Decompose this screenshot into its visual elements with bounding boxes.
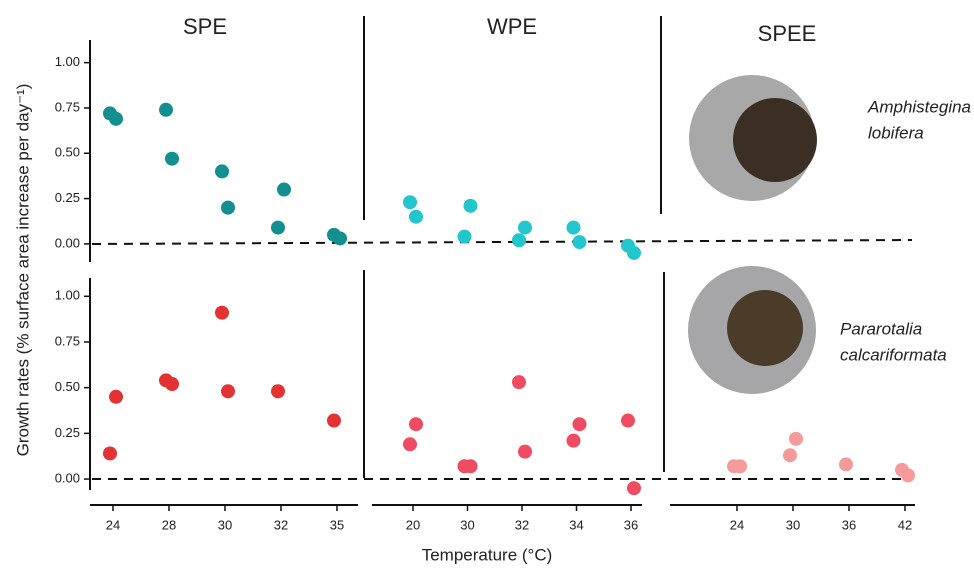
point: [627, 481, 641, 496]
y-tick-label: 0.50: [55, 145, 80, 160]
x-tick-label: 24: [106, 517, 120, 532]
point: [403, 437, 417, 452]
y-tick-label: 0.50: [55, 379, 80, 394]
point: [518, 444, 532, 459]
point: [165, 151, 179, 166]
point: [457, 229, 472, 244]
dividers: [363, 16, 665, 478]
point: [103, 446, 117, 461]
point: [621, 413, 635, 428]
photo: [688, 75, 817, 394]
x-tick-label: 36: [624, 517, 638, 532]
species: Amphistegina: [867, 97, 971, 116]
x-tick-label: 28: [162, 517, 176, 532]
point: [277, 182, 291, 197]
y-tick-label: 0.25: [55, 425, 80, 440]
point: [512, 375, 526, 390]
x-tick-label: 42: [898, 517, 912, 532]
x-tick-label: 32: [274, 517, 288, 532]
y-tick-label: 0.00: [55, 235, 80, 250]
point: [165, 377, 179, 391]
point: [733, 459, 747, 474]
y-tick-label: 0.25: [55, 190, 80, 205]
x-tick-label: 36: [842, 517, 856, 532]
species: calcariformata: [840, 345, 947, 364]
x-tick-label: 32: [515, 517, 529, 532]
species: lobifera: [868, 123, 924, 142]
x-tick-label: 30: [786, 517, 800, 532]
point: [409, 209, 423, 224]
point: [572, 417, 587, 432]
point: [215, 164, 229, 179]
zero-line: [91, 239, 913, 245]
point: [159, 102, 173, 117]
column-title: SPEE: [758, 21, 817, 46]
x-tick-label: 20: [406, 517, 420, 532]
point: [463, 459, 478, 474]
point: [789, 431, 803, 446]
y-tick-label: 0.00: [55, 470, 80, 485]
point: [512, 233, 526, 248]
y-tick-label: 1.00: [55, 54, 80, 69]
y-tick-label: 0.75: [55, 333, 80, 348]
point: [271, 384, 285, 399]
point: [409, 417, 423, 432]
y-tick-label: 1.00: [55, 288, 80, 303]
x-tick-label: 35: [330, 517, 344, 532]
point: [783, 448, 797, 463]
point: [221, 200, 235, 215]
column-title: WPE: [487, 14, 537, 39]
point: [221, 384, 235, 399]
point: [215, 305, 229, 320]
x-tick-label: 30: [460, 517, 474, 532]
point: [271, 220, 285, 235]
species: Pararotalia: [840, 319, 922, 338]
y-tick-label: 0.75: [55, 99, 80, 114]
point: [901, 468, 915, 483]
point: [463, 198, 478, 213]
x-tick-label: 30: [218, 517, 232, 532]
point: [518, 220, 532, 235]
x-tick-label: 34: [569, 517, 583, 532]
point: [327, 413, 341, 428]
photo-shell: [733, 98, 817, 182]
point: [109, 389, 123, 404]
point: [403, 195, 417, 210]
point: [566, 433, 581, 448]
zero-lines: [91, 239, 913, 480]
point: [566, 220, 581, 235]
point: [839, 457, 853, 472]
column-title: SPE: [183, 14, 227, 39]
point: [109, 111, 123, 126]
photo-shell: [727, 290, 803, 366]
point: [572, 235, 587, 250]
x-tick-label: 24: [730, 517, 744, 532]
point: [333, 231, 347, 246]
point: [627, 245, 641, 260]
y-axis-label: Growth rates (% surface area increase pe…: [13, 84, 32, 457]
x-axis-label: Temperature (°C): [422, 545, 553, 564]
